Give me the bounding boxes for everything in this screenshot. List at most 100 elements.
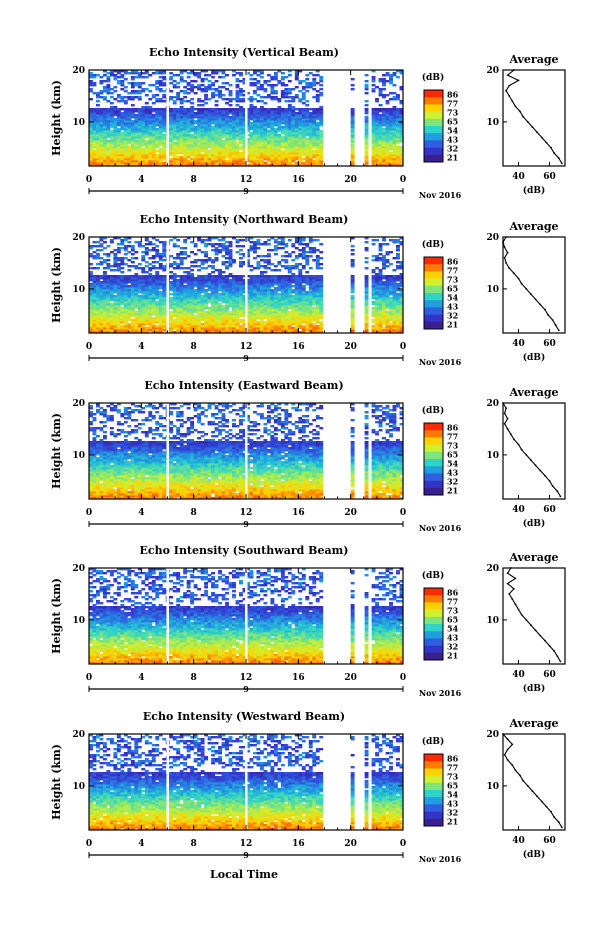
profile-point (505, 262, 507, 264)
profile-point (502, 733, 504, 735)
profile-point (539, 634, 542, 637)
profile-point (519, 110, 521, 113)
colorbar-tick-label: 65 (447, 284, 458, 294)
colorbar-tick-label: 73 (447, 772, 459, 782)
profile-y-tick-label: 10 (486, 616, 499, 626)
colorbar (423, 753, 444, 827)
day-label: 9 (243, 353, 249, 363)
colorbar-tick-label: 86 (447, 588, 459, 598)
y-axis-label: Height (km) (50, 80, 63, 156)
profile-point (522, 779, 524, 782)
colorbar-tick-label: 32 (447, 642, 458, 652)
colorbar-tick-label: 21 (447, 153, 458, 163)
profile-point (517, 79, 520, 82)
x-axis-label: Local Time (210, 868, 278, 881)
profile-line (502, 236, 560, 331)
colorbar-tick-label: 54 (447, 293, 459, 303)
profile-point (506, 748, 509, 751)
profile-point (553, 152, 555, 154)
profile-point (519, 774, 521, 777)
profile-x-tick-label: 60 (543, 836, 556, 846)
profile-point (551, 319, 554, 321)
profile-point (554, 324, 557, 327)
colorbar-tick-label: 21 (447, 817, 458, 827)
profile-point (531, 790, 534, 792)
profile-frame (502, 733, 566, 831)
x-tick-label: 20 (344, 839, 357, 849)
profile-point (534, 464, 537, 467)
date-label: Nov 2016 (419, 357, 462, 367)
date-label: Nov 2016 (419, 190, 462, 200)
x-tick-label: 12 (240, 673, 253, 683)
profile-point (544, 474, 546, 477)
profile-point (530, 624, 532, 626)
profile-point (503, 412, 506, 415)
colorbar-unit: (dB) (422, 72, 444, 83)
x-tick-label: 0 (86, 508, 92, 518)
x-tick-label: 12 (240, 839, 253, 849)
colorbar-tick-label: 73 (447, 108, 459, 118)
day-label: 9 (243, 519, 249, 529)
profile-point (502, 241, 504, 244)
x-tick-label: 20 (344, 508, 357, 518)
y-tick-label: 10 (72, 285, 85, 295)
profile-point (506, 759, 509, 761)
profile-x-label: (dB) (523, 518, 545, 529)
colorbar-tick-label: 77 (447, 432, 458, 442)
profile-point (557, 157, 560, 160)
panel-title: Echo Intensity (Westward Beam) (143, 710, 345, 723)
x-tick-label: 16 (292, 839, 305, 849)
colorbar-tick-label: 32 (447, 808, 458, 818)
profile-point (540, 136, 543, 139)
profile-point (557, 329, 560, 332)
profile-point (539, 469, 542, 472)
x-tick-label: 16 (292, 673, 305, 683)
profile-point (514, 105, 517, 108)
x-tick-label: 0 (400, 175, 406, 185)
profile-point (508, 84, 511, 87)
heatmap-cells (89, 70, 404, 167)
colorbar-tick-label: 77 (447, 266, 458, 276)
profile-x-label: (dB) (523, 185, 545, 196)
x-tick-label: 0 (400, 673, 406, 683)
profile-point (522, 115, 524, 118)
colorbar-tick-label: 73 (447, 606, 459, 616)
profile-line (505, 69, 563, 164)
profile-point (551, 485, 554, 487)
profile-x-tick-label: 40 (512, 505, 525, 515)
profile-point (509, 433, 512, 435)
profile-point (553, 650, 555, 652)
x-tick-label: 4 (138, 839, 144, 849)
y-tick-label: 20 (72, 233, 85, 243)
colorbar-tick-label: 43 (447, 135, 459, 145)
colorbar-tick-label: 21 (447, 486, 458, 496)
profile-point (511, 764, 514, 766)
profile-point (511, 100, 514, 102)
x-tick-label: 20 (344, 342, 357, 352)
x-tick-label: 20 (344, 175, 357, 185)
profile-point (534, 298, 537, 301)
profile-point (556, 655, 559, 658)
x-tick-label: 0 (86, 342, 92, 352)
profile-y-tick-label: 10 (486, 285, 499, 295)
profile-point (545, 805, 548, 808)
profile-line (502, 733, 563, 828)
date-label: Nov 2016 (419, 688, 462, 698)
profile-point (513, 438, 515, 441)
profile-point (517, 277, 520, 280)
panel-title: Echo Intensity (Southward Beam) (140, 544, 349, 557)
colorbar-unit: (dB) (422, 405, 444, 416)
y-tick-label: 10 (72, 616, 85, 626)
profile-point (506, 417, 509, 420)
profile-point (544, 308, 546, 311)
colorbar (423, 587, 444, 661)
x-tick-label: 8 (191, 673, 197, 683)
profile-x-tick-label: 60 (543, 339, 556, 349)
profile-point (508, 267, 511, 269)
profile-point (517, 608, 520, 611)
panel-2: Echo Intensity (Northward Beam) 10 20 Heigh… (50, 213, 566, 367)
profile-point (506, 428, 509, 430)
heatmap-cells (89, 403, 404, 500)
profile-point (513, 272, 515, 275)
